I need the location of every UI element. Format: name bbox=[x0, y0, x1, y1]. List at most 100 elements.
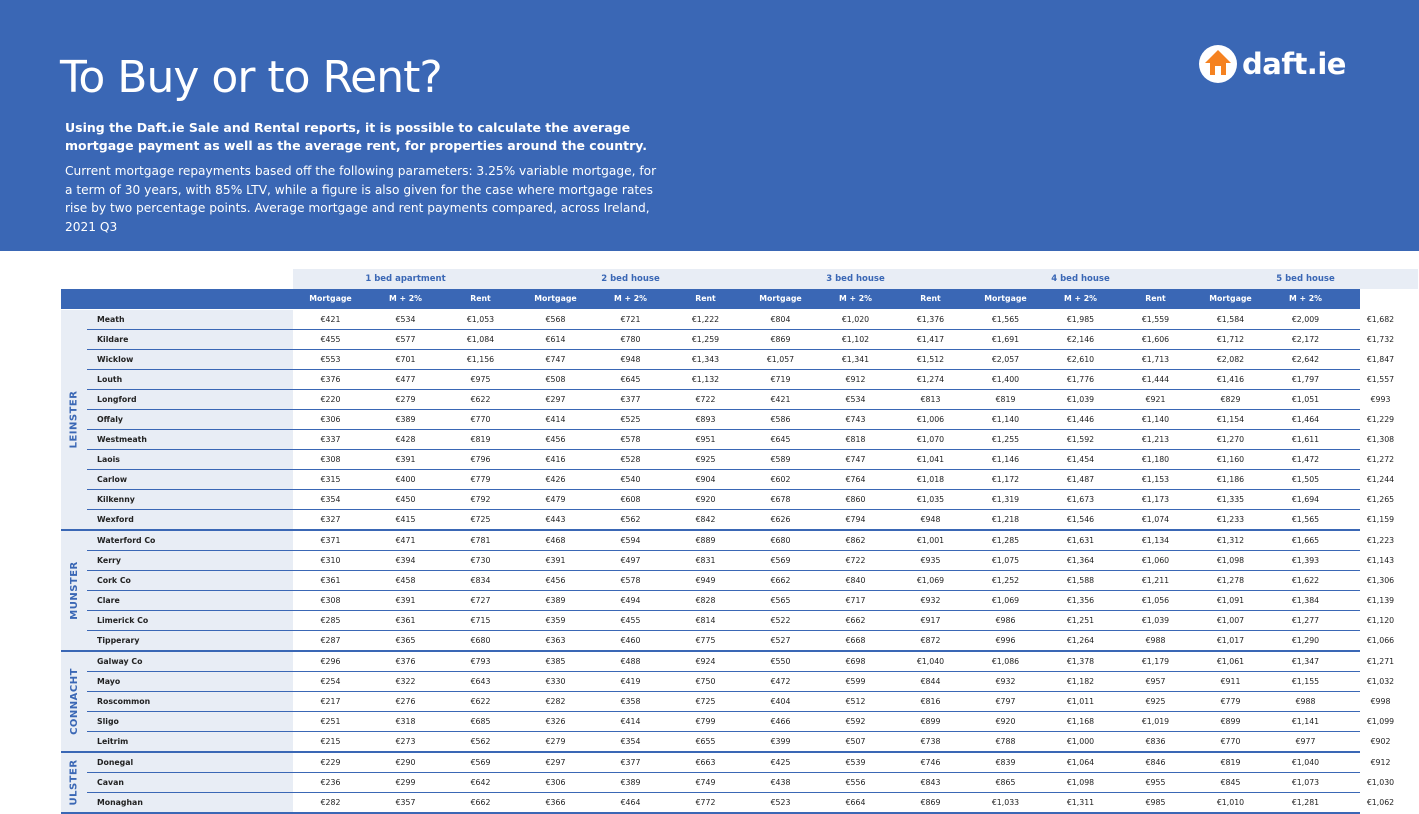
table-cell: €1,588 bbox=[1043, 571, 1118, 590]
table-cell: €512 bbox=[818, 692, 893, 711]
table-cell: €932 bbox=[893, 591, 968, 610]
table-cell: €1,102 bbox=[818, 330, 893, 349]
table-cell: €985 bbox=[1118, 793, 1193, 812]
county-name: Meath bbox=[87, 310, 180, 329]
group-header: 1 bed apartment bbox=[293, 269, 518, 289]
table-cell: €1,364 bbox=[1043, 551, 1118, 570]
table-cell: €912 bbox=[818, 370, 893, 389]
table-cell: €1,341 bbox=[818, 350, 893, 369]
table-cell: €799 bbox=[668, 712, 743, 731]
table-cell: €1,074 bbox=[1118, 510, 1193, 529]
table-cell: €844 bbox=[893, 672, 968, 691]
table-cell: €1,062 bbox=[1343, 793, 1418, 812]
table-cell: €1,172 bbox=[968, 470, 1043, 489]
table-cell: €932 bbox=[968, 672, 1043, 691]
table-cell: €299 bbox=[368, 773, 443, 792]
county-name: Kilkenny bbox=[87, 490, 180, 509]
table-cell: €565 bbox=[743, 591, 818, 610]
table-cell: €813 bbox=[893, 390, 968, 409]
county-name: Donegal bbox=[87, 753, 180, 772]
table-cell: €1,168 bbox=[1043, 712, 1118, 731]
table-cell: €746 bbox=[893, 753, 968, 772]
table-cell: €842 bbox=[668, 510, 743, 529]
table-cell: €921 bbox=[1118, 390, 1193, 409]
table-row: Carlow €315 €400 €779 €426 €540 €904 €602 €764 €1… bbox=[87, 470, 1418, 490]
county-name: Cavan bbox=[87, 773, 180, 792]
county-name: Laois bbox=[87, 450, 180, 469]
table-cell: €663 bbox=[668, 753, 743, 772]
column-header-row: Mortgage M + 2% Rent Mortgage M + 2% Rent Mort… bbox=[61, 289, 1391, 309]
table-cell: €626 bbox=[743, 510, 818, 529]
daft-logo[interactable]: daft.ie bbox=[1198, 44, 1346, 84]
table-cell: €664 bbox=[818, 793, 893, 812]
table-cell: €602 bbox=[743, 470, 818, 489]
table-cell: €1,017 bbox=[1193, 631, 1268, 650]
table-cell: €385 bbox=[518, 652, 593, 671]
table-cell: €1,143 bbox=[1343, 551, 1418, 570]
table-cell: €725 bbox=[443, 510, 518, 529]
table-cell: €642 bbox=[443, 773, 518, 792]
table-cell: €1,051 bbox=[1268, 390, 1343, 409]
description-text: Current mortgage repayments based off th… bbox=[65, 164, 657, 234]
table-cell: €993 bbox=[1343, 390, 1418, 409]
table-cell: €949 bbox=[668, 571, 743, 590]
table-cell: €889 bbox=[668, 531, 743, 550]
table-cell: €1,160 bbox=[1193, 450, 1268, 469]
table-cell: €779 bbox=[1193, 692, 1268, 711]
table-cell: €780 bbox=[593, 330, 668, 349]
table-cell: €1,000 bbox=[1043, 732, 1118, 751]
table-row: Longford €220 €279 €622 €297 €377 €722 €421 €534… bbox=[87, 390, 1418, 410]
table-cell: €738 bbox=[893, 732, 968, 751]
table-cell: €924 bbox=[668, 652, 743, 671]
table-cell: €622 bbox=[443, 692, 518, 711]
table-cell: €599 bbox=[818, 672, 893, 691]
table-cell: €1,010 bbox=[1193, 793, 1268, 812]
table-cell: €569 bbox=[443, 753, 518, 772]
table-cell: €389 bbox=[518, 591, 593, 610]
region-block: ULSTER Donegal €229 €290 €569 €297 €377 €663 €42… bbox=[61, 753, 1418, 814]
table-cell: €389 bbox=[593, 773, 668, 792]
table-cell: €414 bbox=[518, 410, 593, 429]
table-cell: €578 bbox=[593, 430, 668, 449]
table-cell: €376 bbox=[368, 652, 443, 671]
table-cell: €1,040 bbox=[1268, 753, 1343, 772]
table-cell: €1,001 bbox=[893, 531, 968, 550]
county-name: Longford bbox=[87, 390, 180, 409]
table-cell: €337 bbox=[293, 430, 368, 449]
table-cell: €655 bbox=[668, 732, 743, 751]
table-cell: €1,277 bbox=[1268, 611, 1343, 630]
table-cell: €948 bbox=[593, 350, 668, 369]
table-cell: €371 bbox=[293, 531, 368, 550]
table-row: Laois €308 €391 €796 €416 €528 €925 €589 €747 €1,… bbox=[87, 450, 1418, 470]
table-cell: €438 bbox=[743, 773, 818, 792]
table-cell: €912 bbox=[1343, 753, 1418, 772]
table-cell: €310 bbox=[293, 551, 368, 570]
table-cell: €828 bbox=[668, 591, 743, 610]
table-cell: €1,584 bbox=[1193, 310, 1268, 329]
logo-text: daft.ie bbox=[1242, 47, 1346, 81]
table-cell: €1,487 bbox=[1043, 470, 1118, 489]
table-cell: €1,073 bbox=[1268, 773, 1343, 792]
table-cell: €1,186 bbox=[1193, 470, 1268, 489]
region-label: MUNSTER bbox=[61, 531, 87, 650]
table-cell: €865 bbox=[968, 773, 1043, 792]
table-cell: €1,454 bbox=[1043, 450, 1118, 469]
table-cell: €1,319 bbox=[968, 490, 1043, 509]
table-cell: €1,180 bbox=[1118, 450, 1193, 469]
table-cell: €1,069 bbox=[968, 591, 1043, 610]
table-cell: €1,673 bbox=[1043, 490, 1118, 509]
table-cell: €507 bbox=[818, 732, 893, 751]
table-cell: €1,233 bbox=[1193, 510, 1268, 529]
table-row: Cavan €236 €299 €642 €306 €389 €749 €438 €556 €84… bbox=[87, 773, 1418, 793]
table-cell: €297 bbox=[518, 390, 593, 409]
table-row: Kildare €455 €577 €1,084 €614 €780 €1,259 €869 €… bbox=[87, 330, 1418, 350]
table-cell: €1,281 bbox=[1268, 793, 1343, 812]
table-cell: €1,611 bbox=[1268, 430, 1343, 449]
table-cell: €577 bbox=[368, 330, 443, 349]
table-cell: €1,033 bbox=[968, 793, 1043, 812]
table-cell: €2,057 bbox=[968, 350, 1043, 369]
table-cell: €391 bbox=[368, 591, 443, 610]
table-cell: €497 bbox=[593, 551, 668, 570]
table-cell: €1,444 bbox=[1118, 370, 1193, 389]
table-cell: €951 bbox=[668, 430, 743, 449]
